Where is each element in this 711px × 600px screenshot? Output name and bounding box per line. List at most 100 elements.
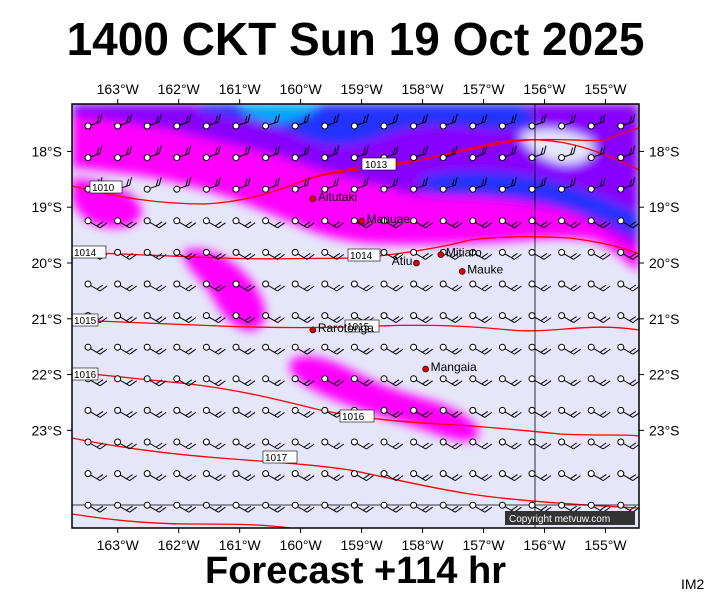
wind-barb bbox=[528, 343, 552, 355]
wind-barb bbox=[528, 438, 552, 450]
copyright-box bbox=[505, 511, 635, 525]
wind-barb bbox=[114, 343, 137, 355]
wind-barb bbox=[321, 145, 340, 162]
wind-barb bbox=[262, 343, 285, 355]
wind-barb bbox=[469, 406, 493, 418]
wind-barb bbox=[558, 113, 577, 130]
wind-barb bbox=[380, 470, 404, 482]
wind-barb bbox=[528, 375, 552, 387]
map-frame bbox=[71, 103, 640, 529]
wind-barb bbox=[558, 312, 581, 324]
wind-barb bbox=[173, 375, 197, 387]
wind-barb bbox=[321, 113, 340, 130]
wind-barb bbox=[173, 438, 197, 450]
wind-barb bbox=[558, 470, 581, 482]
wind-barb bbox=[439, 312, 463, 324]
wind-barb bbox=[291, 501, 315, 513]
wind-barb bbox=[291, 280, 315, 292]
lon-label-bottom: 157°W bbox=[462, 537, 505, 553]
wind-barb bbox=[114, 217, 137, 229]
wind-barb bbox=[202, 312, 226, 324]
wind-barb bbox=[262, 217, 285, 229]
wind-barb bbox=[143, 406, 167, 418]
wind-barb bbox=[558, 438, 581, 450]
places: Aitutaki Manuae Atiu Mitiaro Mauke Rarotonga M… bbox=[309, 190, 504, 374]
wind-barb bbox=[558, 375, 581, 387]
wind-barb bbox=[262, 145, 281, 162]
wind-barb bbox=[114, 113, 133, 130]
wind-barb bbox=[410, 438, 433, 450]
wind-barb bbox=[558, 406, 581, 418]
wind-barb bbox=[558, 145, 577, 162]
lat-label-left: 18°S bbox=[31, 143, 62, 159]
wind-barb bbox=[410, 470, 433, 482]
forecast-label: Forecast +114 hr bbox=[204, 550, 506, 592]
wind-barb bbox=[528, 470, 552, 482]
wind-barb bbox=[173, 343, 197, 355]
wind-barb bbox=[114, 406, 137, 418]
lon-label-top: 161°W bbox=[219, 81, 262, 97]
wind-barb bbox=[587, 177, 606, 193]
isobar-label: 1010 bbox=[92, 183, 115, 194]
wind-barb bbox=[469, 312, 493, 324]
wind-barb bbox=[587, 406, 611, 418]
place-label: Aitutaki bbox=[318, 190, 357, 204]
wind-barb bbox=[410, 177, 429, 193]
wind-barb bbox=[262, 312, 285, 324]
wind-barb bbox=[232, 280, 256, 292]
wind-barb bbox=[558, 177, 577, 193]
wind-barb bbox=[291, 343, 315, 355]
place-marker bbox=[358, 217, 365, 225]
isobar-1017 bbox=[72, 437, 639, 509]
wind-barb bbox=[350, 343, 374, 355]
wind-barb bbox=[291, 312, 315, 324]
isobar-label: 1014 bbox=[350, 251, 373, 262]
wind-barb bbox=[410, 501, 433, 513]
wind-barb bbox=[84, 113, 103, 130]
lon-label-top: 156°W bbox=[523, 81, 566, 97]
wind-barb bbox=[291, 438, 315, 450]
wind-barb bbox=[232, 248, 256, 260]
wind-barb bbox=[202, 248, 226, 260]
place-atiu: Atiu bbox=[392, 254, 420, 268]
wind-barb bbox=[143, 113, 162, 130]
lon-label-top: 155°W bbox=[584, 81, 627, 97]
wind-barb bbox=[173, 280, 197, 292]
isobar-1014 bbox=[72, 236, 639, 260]
wind-barb bbox=[173, 406, 197, 418]
isobar-1010 bbox=[72, 127, 639, 205]
place-marker bbox=[458, 268, 466, 275]
wind-barb bbox=[380, 438, 404, 450]
wind-barb bbox=[114, 248, 137, 260]
wind-barb bbox=[321, 177, 340, 193]
wind-barb bbox=[380, 177, 399, 193]
wind-barb bbox=[114, 280, 137, 292]
wind-barb bbox=[410, 217, 433, 229]
wind-barb bbox=[232, 145, 251, 162]
lat-label-right: 21°S bbox=[649, 311, 680, 327]
wind-barb bbox=[143, 248, 167, 260]
wind-barb bbox=[84, 145, 103, 162]
wind-barb bbox=[84, 470, 108, 482]
wind-barb bbox=[469, 343, 493, 355]
lat-label-left: 23°S bbox=[31, 422, 62, 438]
wind-barb bbox=[380, 375, 404, 387]
wind-barb bbox=[84, 217, 108, 229]
wind-barb bbox=[439, 470, 463, 482]
wind-barb bbox=[617, 217, 639, 229]
wind-barb bbox=[173, 113, 192, 130]
rain-blob-south bbox=[289, 356, 479, 442]
wind-barb bbox=[528, 145, 547, 162]
wind-barb bbox=[617, 145, 636, 162]
wind-barb bbox=[350, 217, 374, 229]
place-label: Mangaia bbox=[431, 360, 477, 374]
wind-barb bbox=[114, 501, 137, 513]
rain-tongue bbox=[184, 248, 266, 331]
wind-barb bbox=[439, 438, 463, 450]
wind-barb bbox=[469, 248, 493, 260]
wind-barb bbox=[350, 145, 369, 162]
lon-label-bottom: 162°W bbox=[158, 537, 201, 553]
wind-barb bbox=[262, 501, 285, 513]
place-aitutaki: Aitutaki bbox=[309, 190, 357, 204]
lon-label-top: 159°W bbox=[341, 81, 384, 97]
